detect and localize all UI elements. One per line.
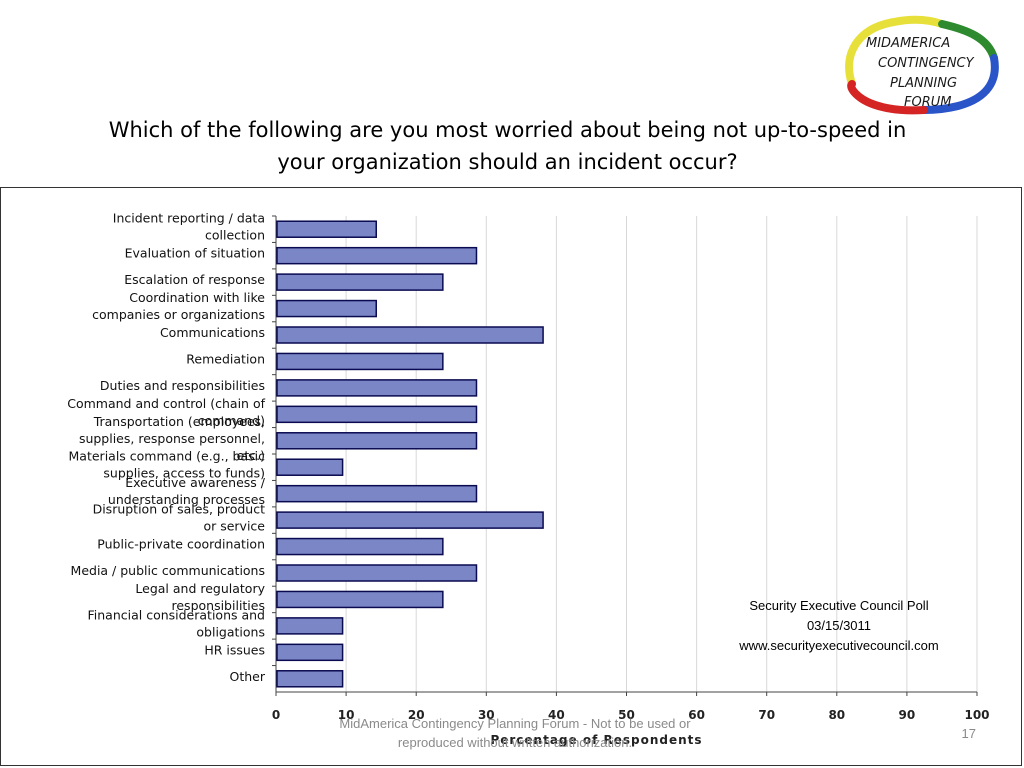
category-label-line: responsibilities (172, 598, 266, 613)
bar-2 (276, 273, 444, 291)
category-label-line: command) (198, 413, 265, 428)
category-label-1: Evaluation of situation (125, 246, 265, 261)
category-label-line: Executive awareness / (125, 475, 266, 490)
bar-14 (276, 590, 444, 609)
x-tick-label-7: 70 (758, 708, 775, 722)
category-label-line: Other (230, 669, 266, 684)
logo-line-4: FORUM (904, 95, 951, 110)
logo-ring-green (938, 20, 998, 62)
category-label-12: Public-private coordination (97, 537, 265, 552)
poll-url: www.securityexecutivecouncil.com (739, 638, 939, 653)
x-axis-label: Percentage of Respondents (490, 733, 702, 747)
bar-chart: 0 10 20 30 40 50 60 70 80 90 100 Percentage of Resp… (67, 211, 989, 747)
category-label-line: companies or organizations (92, 307, 265, 322)
logo-line-2: CONTINGENCY (878, 56, 975, 71)
category-label-13: Media / public communications (71, 563, 265, 578)
x-tick-label-8: 80 (828, 708, 845, 722)
x-tick-label-6: 60 (688, 708, 705, 722)
midamerica-logo: MIDAMERICA CONTINGENCY PLANNING FORUM (845, 15, 999, 115)
category-label-line: obligations (196, 624, 265, 639)
logo-ring-blue (920, 54, 999, 114)
bar-3 (276, 299, 377, 318)
category-label-0: Incident reporting / data collection (113, 211, 265, 243)
category-label-17: Other (230, 669, 266, 684)
category-label-line: Materials command (e.g., basic (69, 449, 266, 464)
logo-line-1: MIDAMERICA (866, 36, 950, 51)
bar-0 (276, 220, 377, 238)
category-label-line: Public-private coordination (97, 537, 265, 552)
category-label-line: supplies, response personnel, (79, 431, 265, 446)
category-label-4: Communications (160, 325, 265, 340)
logo-ring-red (847, 80, 928, 115)
category-label-line: Remediation (186, 351, 265, 366)
chart-frame (0, 187, 1022, 766)
category-label-line: Command and control (chain of (67, 396, 265, 411)
slide-title: Which of the following are you most worr… (40, 114, 975, 178)
category-label-16: HR issues (204, 642, 265, 657)
x-tick-label-10: 100 (964, 708, 989, 722)
bar-15 (276, 617, 344, 635)
category-label-15: Financial considerations and obligations (87, 607, 265, 639)
category-label-line: Communications (160, 325, 265, 340)
bar-6 (276, 379, 478, 397)
bar-4 (276, 326, 544, 344)
footer-line-2: reproduced without written authorization… (397, 735, 633, 750)
x-tick-label-5: 50 (618, 708, 635, 722)
category-label-7: Command and control (chain of command) (67, 396, 265, 428)
x-tick-label-4: 40 (548, 708, 565, 722)
category-label-line: understanding processes (108, 492, 265, 507)
bar-17 (276, 670, 344, 688)
bar-5 (276, 352, 444, 371)
poll-date: 03/15/3011 (806, 618, 872, 633)
title-line-1: Which of the following are you most worr… (108, 118, 907, 142)
bar-7 (276, 405, 478, 424)
category-label-line: Disruption of sales, product (93, 502, 266, 517)
category-label-2: Escalation of response (124, 272, 265, 287)
x-tick-label-0: 0 (272, 708, 280, 722)
category-label-line: Media / public communications (71, 563, 265, 578)
x-tick-label-3: 30 (478, 708, 495, 722)
category-label-line: Transportation (employees, (93, 414, 265, 429)
category-label-8: Transportation (employees, supplies, resp… (79, 414, 265, 463)
category-label-10: Executive awareness / understanding proce… (108, 475, 266, 507)
category-label-line: Evaluation of situation (125, 246, 265, 261)
category-label-line: Duties and responsibilities (100, 378, 265, 393)
category-label-line: HR issues (204, 642, 265, 657)
bar-1 (276, 246, 478, 265)
category-label-line: or service (203, 519, 265, 534)
bar-12 (276, 537, 444, 556)
logo-ring-yellow (845, 15, 946, 88)
category-label-line: supplies, access to funds) (103, 466, 265, 481)
category-label-14: Legal and regulatory responsibilities (135, 581, 265, 613)
category-label-line: Incident reporting / data (113, 211, 265, 226)
x-tick-label-2: 20 (408, 708, 425, 722)
x-tick-label-1: 10 (338, 708, 355, 722)
category-label-line: Legal and regulatory (135, 581, 265, 596)
logo-line-3: PLANNING (890, 76, 957, 91)
bar-8 (276, 432, 478, 450)
category-label-line: collection (205, 228, 265, 243)
page-number: 17 (961, 726, 976, 741)
category-label-9: Materials command (e.g., basic supplies, … (69, 449, 266, 481)
category-label-5: Remediation (186, 351, 265, 366)
category-label-line: Coordination with like (129, 290, 265, 305)
bar-16 (276, 643, 344, 662)
category-label-line: etc.) (237, 448, 265, 463)
category-label-6: Duties and responsibilities (100, 378, 265, 393)
footer-line-1: MidAmerica Contingency Planning Forum - … (339, 716, 691, 731)
poll-title: Security Executive Council Poll (749, 598, 929, 613)
bar-9 (276, 458, 344, 476)
category-label-line: Financial considerations and (87, 607, 265, 622)
x-tick-label-9: 90 (899, 708, 916, 722)
category-label-11: Disruption of sales, product or service (93, 502, 266, 534)
title-line-2: your organization should an incident occ… (277, 150, 738, 174)
category-label-line: Escalation of response (124, 272, 265, 287)
bar-13 (276, 564, 478, 582)
poll-note: Security Executive Council Poll 03/15/30… (700, 596, 978, 656)
bar-10 (276, 484, 478, 503)
footer: MidAmerica Contingency Planning Forum - … (290, 714, 740, 752)
category-label-3: Coordination with like companies or organ… (92, 290, 265, 322)
bar-11 (276, 511, 544, 529)
